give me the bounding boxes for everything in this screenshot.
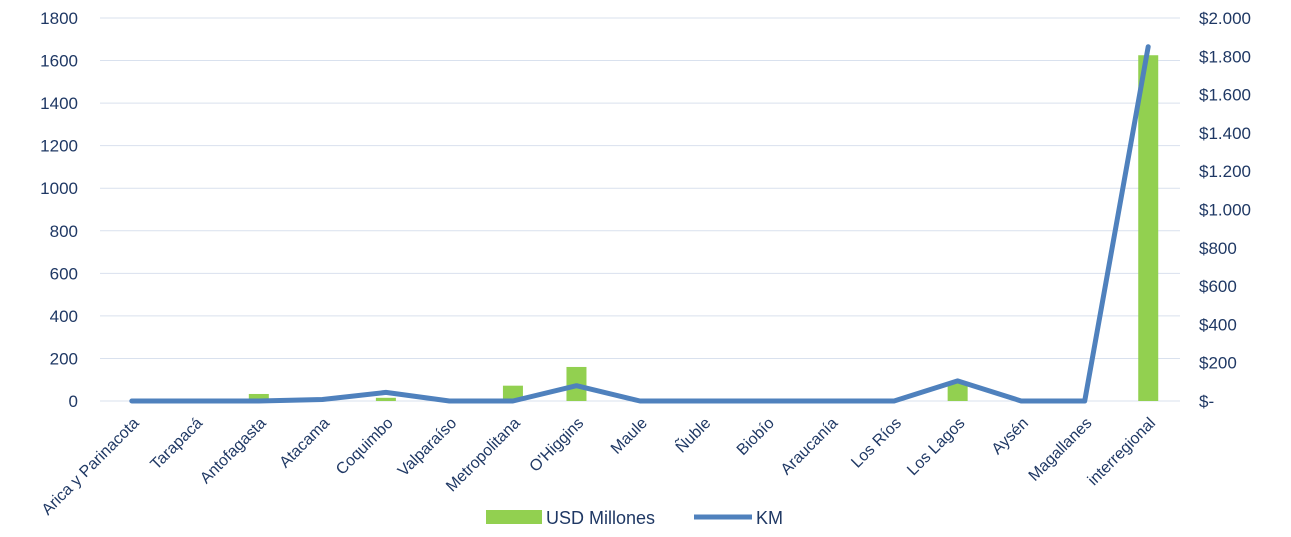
category-label: Ñuble	[671, 413, 715, 457]
line-series-km	[129, 44, 1151, 404]
left-tick-label: 1400	[40, 94, 78, 113]
bar	[1138, 55, 1159, 401]
gridlines	[100, 17, 1180, 402]
bar	[375, 397, 396, 401]
left-tick-label: 1200	[40, 137, 78, 156]
right-tick-label: $1.400	[1199, 124, 1251, 143]
right-tick-label: $1.800	[1199, 47, 1251, 66]
left-tick-label: 1000	[40, 179, 78, 198]
category-label: Maule	[608, 415, 651, 458]
category-label: Biobío	[734, 415, 778, 459]
category-label: Magallanes	[1026, 415, 1096, 485]
right-tick-label: $1.000	[1199, 201, 1251, 220]
line-path-km	[129, 44, 1151, 404]
bar	[502, 385, 523, 401]
right-tick-label: $600	[1199, 277, 1237, 296]
right-tick-label: $800	[1199, 239, 1237, 258]
bar	[248, 393, 269, 401]
right-tick-label: $2.000	[1199, 9, 1251, 28]
legend: USD Millones KM	[486, 508, 783, 528]
category-label: Araucanía	[778, 415, 842, 479]
left-tick-label: 200	[50, 349, 78, 368]
category-label: interregional	[1085, 415, 1159, 489]
left-tick-label: 800	[50, 222, 78, 241]
category-label: Aysén	[989, 415, 1032, 458]
category-label: Coquimbo	[333, 415, 397, 479]
category-label: Antofagasta	[197, 415, 269, 487]
bar-series-usd-millones	[248, 55, 1159, 401]
left-tick-label: 400	[50, 307, 78, 326]
category-label: Atacama	[277, 415, 334, 472]
category-label: O'Higgins	[527, 415, 588, 476]
right-tick-label: $-	[1199, 392, 1214, 411]
right-tick-label: $200	[1199, 354, 1237, 373]
category-label: Arica y Parinacota	[39, 415, 143, 519]
left-tick-label: 0	[69, 392, 78, 411]
legend-label-km: KM	[756, 508, 783, 528]
category-label: Tarapacá	[148, 415, 207, 474]
right-tick-label: $400	[1199, 315, 1237, 334]
category-label: Los Lagos	[904, 415, 968, 479]
category-label: Los Ríos	[848, 415, 905, 472]
legend-label-usd-millones: USD Millones	[546, 508, 655, 528]
legend-swatch-usd-millones	[486, 510, 542, 524]
left-y-axis: 0 200 400 600 800 1000 1200 1400 1600 1800	[40, 9, 78, 411]
left-tick-label: 1600	[40, 52, 78, 71]
bar	[947, 381, 968, 401]
left-tick-label: 600	[50, 264, 78, 283]
category-label: Valparaíso	[395, 415, 460, 480]
right-tick-label: $1.200	[1199, 162, 1251, 181]
left-tick-label: 1800	[40, 9, 78, 28]
right-tick-label: $1.600	[1199, 86, 1251, 105]
right-y-axis: $- $200 $400 $600 $800 $1.000 $1.200 $1.400 $1.6…	[1199, 9, 1251, 411]
